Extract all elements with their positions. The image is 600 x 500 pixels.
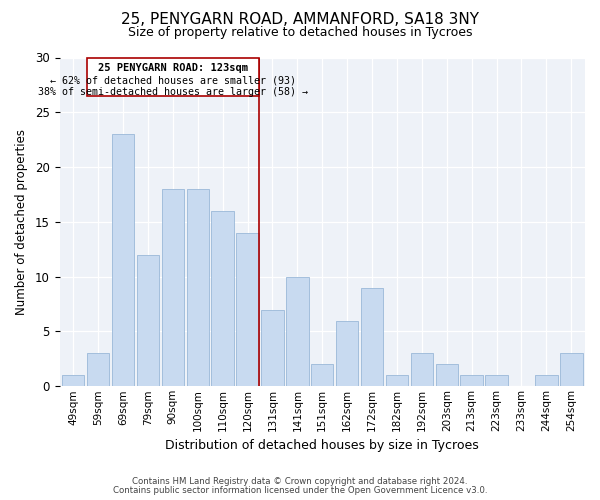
Bar <box>336 320 358 386</box>
Bar <box>311 364 334 386</box>
Y-axis label: Number of detached properties: Number of detached properties <box>15 129 28 315</box>
FancyBboxPatch shape <box>87 58 259 96</box>
Bar <box>410 354 433 386</box>
Bar <box>535 376 557 386</box>
Bar <box>261 310 284 386</box>
Text: 25, PENYGARN ROAD, AMMANFORD, SA18 3NY: 25, PENYGARN ROAD, AMMANFORD, SA18 3NY <box>121 12 479 28</box>
Bar <box>286 276 308 386</box>
Text: Contains public sector information licensed under the Open Government Licence v3: Contains public sector information licen… <box>113 486 487 495</box>
Text: 25 PENYGARN ROAD: 123sqm: 25 PENYGARN ROAD: 123sqm <box>98 63 248 73</box>
Text: ← 62% of detached houses are smaller (93): ← 62% of detached houses are smaller (93… <box>50 75 296 85</box>
Bar <box>460 376 483 386</box>
Bar <box>560 354 583 386</box>
Text: Size of property relative to detached houses in Tycroes: Size of property relative to detached ho… <box>128 26 472 39</box>
Bar <box>386 376 408 386</box>
Bar <box>236 233 259 386</box>
Bar <box>62 376 85 386</box>
Bar <box>211 211 234 386</box>
X-axis label: Distribution of detached houses by size in Tycroes: Distribution of detached houses by size … <box>166 440 479 452</box>
Bar <box>187 189 209 386</box>
Bar <box>161 189 184 386</box>
Bar <box>137 255 159 386</box>
Bar <box>87 354 109 386</box>
Bar <box>436 364 458 386</box>
Text: 38% of semi-detached houses are larger (58) →: 38% of semi-detached houses are larger (… <box>38 87 308 97</box>
Bar <box>485 376 508 386</box>
Text: Contains HM Land Registry data © Crown copyright and database right 2024.: Contains HM Land Registry data © Crown c… <box>132 477 468 486</box>
Bar <box>361 288 383 386</box>
Bar <box>112 134 134 386</box>
